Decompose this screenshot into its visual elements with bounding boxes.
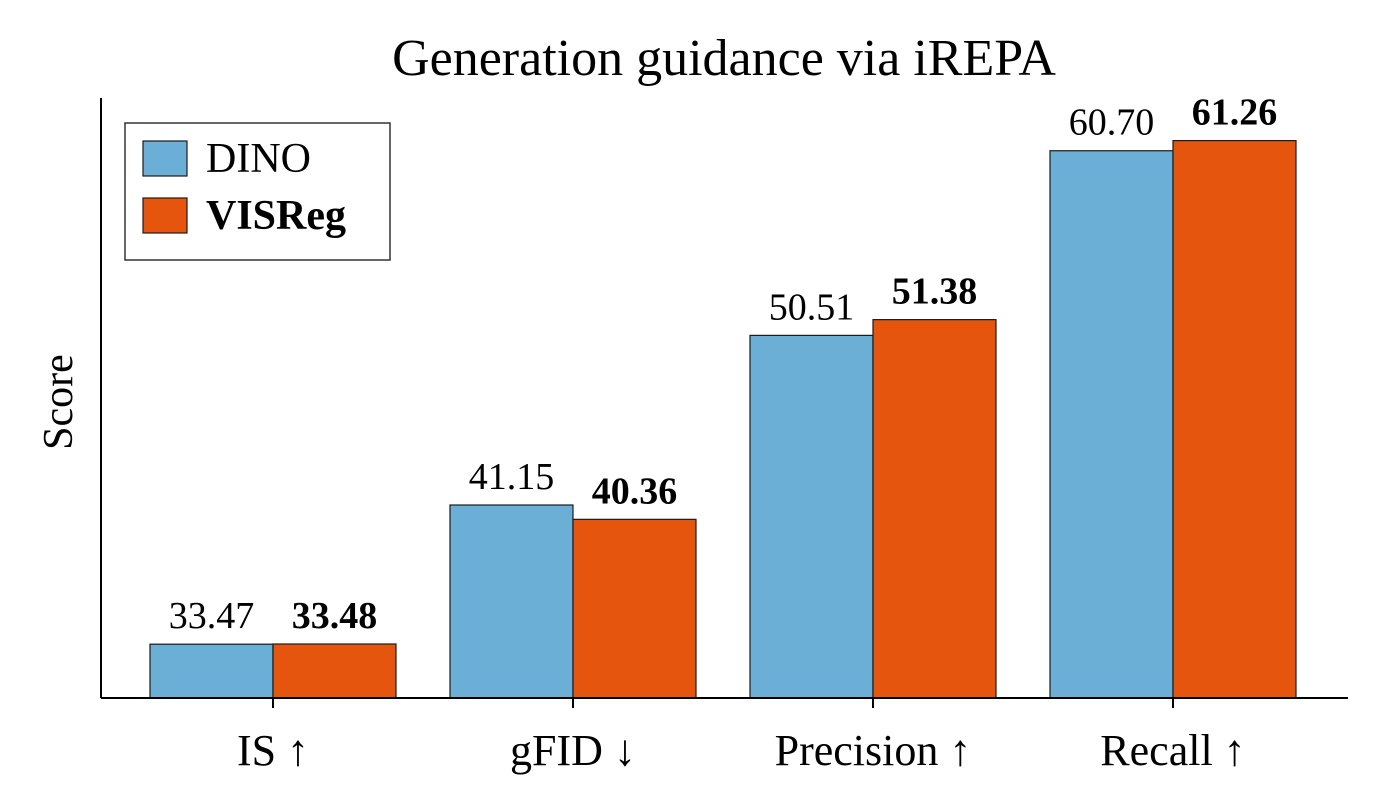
data-label-dino-1: 41.15: [469, 456, 555, 498]
x-ticks-group: IS ↑ gFID ↓ Precision ↑ Recall ↑: [237, 698, 1246, 775]
data-label-visreg-3: 61.26: [1192, 92, 1278, 134]
bar-visreg-1: [572, 518, 697, 699]
data-label-visreg-2: 51.38: [892, 271, 978, 313]
x-tick-label-1: gFID ↓: [510, 726, 636, 775]
legend-label-dino: DINO: [206, 136, 311, 182]
legend-label-visreg: VISReg: [206, 193, 346, 239]
data-label-visreg-1: 40.36: [592, 470, 678, 512]
data-label-dino-3: 60.70: [1069, 102, 1155, 144]
x-tick-label-2: Precision ↑: [775, 726, 972, 775]
data-label-dino-2: 50.51: [769, 286, 855, 328]
bar-visreg-2: [872, 319, 997, 699]
bar-dino-3: [1049, 150, 1174, 699]
value-labels-group: 33.47 33.48 41.15 40.36 50.51 51.38 60.70 61.26: [169, 92, 1278, 638]
data-label-visreg-0: 33.48: [292, 595, 378, 637]
legend: DINO VISReg: [124, 122, 391, 261]
bar-dino-1: [449, 504, 574, 699]
chart-title: Generation guidance via iREPA: [392, 30, 1056, 87]
x-tick-label-3: Recall ↑: [1100, 726, 1245, 775]
bar-visreg-0: [272, 643, 397, 699]
x-tick-label-0: IS ↑: [237, 726, 309, 775]
bar-dino-2: [749, 334, 874, 699]
bar-visreg-3: [1172, 139, 1297, 699]
bar-dino-0: [149, 643, 274, 699]
y-axis-label: Score: [36, 354, 82, 450]
legend-swatch-dino: [142, 140, 188, 177]
legend-swatch-visreg: [142, 197, 188, 234]
bars-group: [149, 139, 1297, 699]
data-label-dino-0: 33.47: [169, 595, 255, 637]
